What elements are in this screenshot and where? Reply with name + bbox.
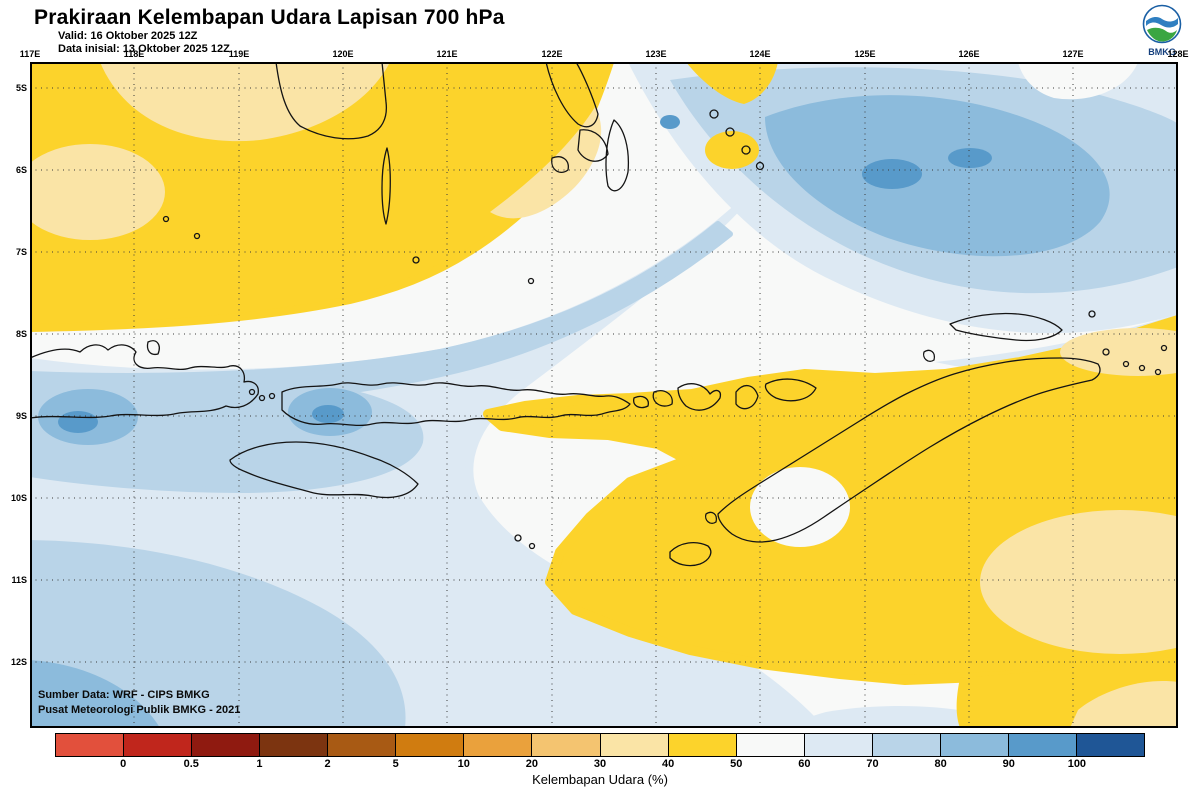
- legend-caption: Kelembapan Udara (%): [532, 772, 668, 787]
- colorbar-tick: 2: [324, 758, 331, 770]
- lat-label: 8S: [15, 329, 27, 339]
- colorbar-tick: 90: [1002, 758, 1015, 770]
- lat-label: 7S: [15, 247, 27, 257]
- lon-label: 121E: [436, 49, 458, 59]
- colorbar-cell: [872, 734, 941, 756]
- bmkg-logo: BMKG: [1138, 4, 1186, 57]
- contour-field: [30, 62, 1178, 728]
- colorbar: [55, 733, 1145, 757]
- valid-time: Valid: 16 Oktober 2025 12Z: [58, 30, 198, 42]
- lat-label: 6S: [15, 165, 27, 175]
- lon-label: 120E: [332, 49, 354, 59]
- lon-label: 128E: [1167, 49, 1189, 59]
- colorbar-tick: 80: [934, 758, 947, 770]
- colorbar-cell: [736, 734, 805, 756]
- lon-label: 117E: [19, 49, 41, 59]
- lat-label: 5S: [15, 83, 27, 93]
- colorbar-legend: 0 0.5 1 2 5 10 20 30 40 50 60 70 80 90 1…: [55, 733, 1145, 772]
- colorbar-cell: [668, 734, 737, 756]
- colorbar-tick: 30: [593, 758, 607, 770]
- colorbar-tick: 1: [256, 758, 263, 770]
- humidity-contour-map: [30, 62, 1178, 728]
- map-border: [30, 62, 1178, 728]
- map-area: 117E 118E 119E 120E 121E 122E 123E 124E …: [11, 49, 1189, 728]
- lon-label: 119E: [228, 49, 250, 59]
- colorbar-tick: 10: [457, 758, 470, 770]
- colorbar-cell: [940, 734, 1009, 756]
- lon-label: 125E: [854, 49, 876, 59]
- lat-label: 10S: [10, 493, 27, 503]
- colorbar-tick: 70: [866, 758, 879, 770]
- lon-label: 127E: [1062, 49, 1084, 59]
- lon-label: 124E: [749, 49, 771, 59]
- colorbar-cell: [56, 734, 125, 756]
- colorbar-tick: 0.5: [183, 758, 199, 770]
- colorbar-cell: [804, 734, 873, 756]
- colorbar-tick: 50: [730, 758, 743, 770]
- colorbar-tick: 60: [798, 758, 811, 770]
- lon-label: 122E: [541, 49, 563, 59]
- colorbar-cell: [328, 734, 397, 756]
- lon-label: 118E: [123, 49, 145, 59]
- attribution-source: Sumber Data: WRF - CIPS BMKG: [38, 689, 210, 701]
- attribution-org: Pusat Meteorologi Publik BMKG - 2021: [38, 704, 241, 716]
- lat-label: 11S: [11, 575, 27, 585]
- coastlines: [30, 62, 1168, 567]
- initial-time: Data inisial: 13 Oktober 2025 12Z: [58, 43, 230, 55]
- lon-label: 123E: [645, 49, 667, 59]
- colorbar-cell: [260, 734, 329, 756]
- colorbar-tick: 20: [525, 758, 538, 770]
- gridlines: [30, 62, 1178, 728]
- colorbar-ticks: 0 0.5 1 2 5 10 20 30 40 50 60 70 80 90 1…: [55, 758, 1145, 772]
- bmkg-logo-label: BMKG: [1148, 47, 1176, 57]
- colorbar-cell: [1008, 734, 1077, 756]
- map-attribution: Sumber Data: WRF - CIPS BMKG Pusat Meteo…: [38, 688, 240, 718]
- colorbar-tick: 0: [120, 758, 127, 770]
- colorbar-cell: [464, 734, 533, 756]
- lon-label: 126E: [958, 49, 980, 59]
- colorbar-cell: [1076, 734, 1144, 756]
- colorbar-cell: [124, 734, 193, 756]
- colorbar-cell: [600, 734, 669, 756]
- colorbar-tick: 40: [662, 758, 675, 770]
- page-title: Prakiraan Kelembapan Udara Lapisan 700 h…: [34, 6, 505, 29]
- colorbar-tick: 5: [392, 758, 399, 770]
- lat-label: 12S: [10, 657, 27, 667]
- bmkg-logo-icon: [1142, 4, 1182, 44]
- colorbar-tick: 100: [1067, 758, 1087, 770]
- lat-label: 9S: [15, 411, 27, 421]
- colorbar-cell: [532, 734, 601, 756]
- colorbar-cell: [396, 734, 465, 756]
- colorbar-cell: [192, 734, 261, 756]
